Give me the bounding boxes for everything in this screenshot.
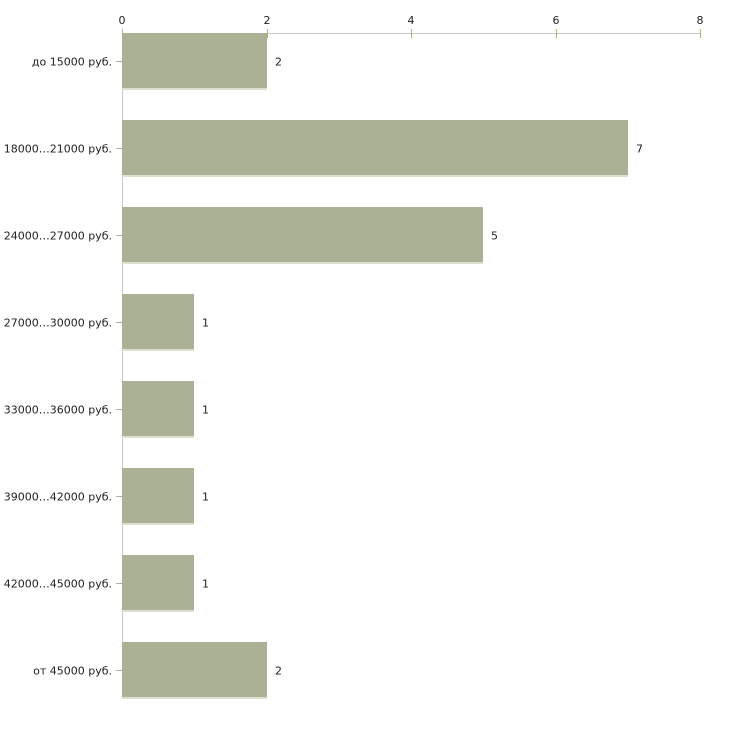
bar bbox=[122, 207, 483, 264]
x-axis-tick bbox=[411, 29, 412, 38]
bar bbox=[122, 555, 194, 612]
bar-row: до 15000 руб. 2 bbox=[0, 33, 730, 90]
bar bbox=[122, 468, 194, 525]
y-axis-line bbox=[122, 33, 123, 699]
x-axis-tick-label: 0 bbox=[118, 14, 126, 27]
value-label: 1 bbox=[202, 490, 209, 503]
category-label: 27000…30000 руб. bbox=[3, 316, 112, 329]
category-label: от 45000 руб. bbox=[33, 664, 112, 677]
category-label: 18000…21000 руб. bbox=[3, 142, 112, 155]
bar-row: 33000…36000 руб. 1 bbox=[0, 381, 730, 438]
category-tick bbox=[116, 670, 122, 671]
value-label: 2 bbox=[275, 664, 282, 677]
x-axis-tick bbox=[700, 29, 701, 38]
category-tick bbox=[116, 148, 122, 149]
x-axis-tick bbox=[267, 29, 268, 38]
bar bbox=[122, 642, 267, 699]
x-axis-tick-label: 6 bbox=[552, 14, 560, 27]
value-label: 1 bbox=[202, 403, 209, 416]
category-label: 39000…42000 руб. bbox=[3, 490, 112, 503]
value-label: 1 bbox=[202, 316, 209, 329]
category-label: 33000…36000 руб. bbox=[3, 403, 112, 416]
bar-row: 39000…42000 руб. 1 bbox=[0, 468, 730, 525]
value-label: 5 bbox=[491, 229, 498, 242]
x-axis-tick bbox=[556, 29, 557, 38]
bar-row: 27000…30000 руб. 1 bbox=[0, 294, 730, 351]
bar bbox=[122, 381, 194, 438]
category-label: до 15000 руб. bbox=[31, 55, 112, 68]
category-tick bbox=[116, 322, 122, 323]
bar bbox=[122, 120, 628, 177]
x-axis-tick-label: 8 bbox=[696, 14, 704, 27]
value-label: 7 bbox=[636, 142, 643, 155]
x-axis-tick-label: 2 bbox=[263, 14, 271, 27]
category-tick bbox=[116, 496, 122, 497]
value-label: 2 bbox=[275, 55, 282, 68]
category-tick bbox=[116, 409, 122, 410]
bar-row: 24000…27000 руб. 5 bbox=[0, 207, 730, 264]
bar-row: 18000…21000 руб. 7 bbox=[0, 120, 730, 177]
category-tick bbox=[116, 61, 122, 62]
x-axis-tick-label: 4 bbox=[407, 14, 415, 27]
bar-row: от 45000 руб. 2 bbox=[0, 642, 730, 699]
bar bbox=[122, 33, 267, 90]
category-tick bbox=[116, 235, 122, 236]
category-tick bbox=[116, 583, 122, 584]
bar-row: 42000…45000 руб. 1 bbox=[0, 555, 730, 612]
category-label: 42000…45000 руб. bbox=[3, 577, 112, 590]
bar bbox=[122, 294, 194, 351]
value-label: 1 bbox=[202, 577, 209, 590]
category-label: 24000…27000 руб. bbox=[3, 229, 112, 242]
